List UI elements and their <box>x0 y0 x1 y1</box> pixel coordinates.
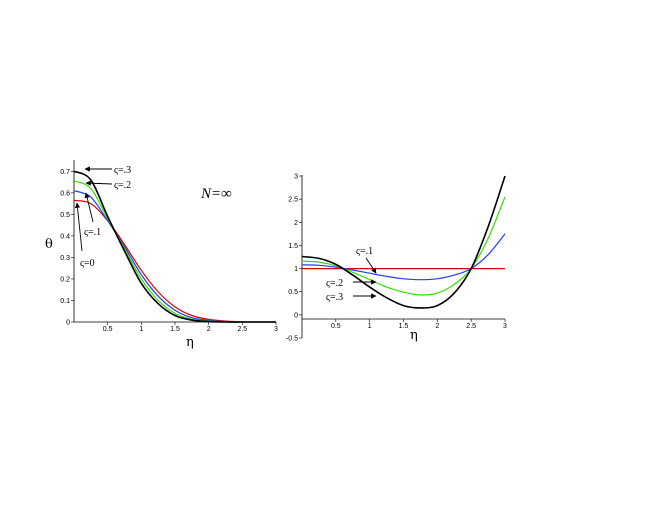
left-series-3 <box>73 170 276 323</box>
right-ytick-label: 3 <box>294 174 298 181</box>
left-ytick-label: 0.3 <box>60 255 70 262</box>
right-ytick-label: 2.5 <box>288 197 298 204</box>
left-ytick-label: 0.5 <box>60 212 70 219</box>
right-series-1 <box>301 233 506 281</box>
left-ytick-label: 0.2 <box>60 276 70 283</box>
right-xlabel: η <box>410 328 418 343</box>
left-xtick-label: 2 <box>207 326 211 333</box>
arrow-s1 <box>84 192 94 223</box>
left-xtick-label: 3 <box>274 326 278 333</box>
arrow-s0 <box>74 202 83 252</box>
right-xtick-label: 3 <box>503 323 507 330</box>
label-r-s3: ς=.3 <box>326 292 343 303</box>
right-xtick-label: 1.5 <box>399 323 409 330</box>
left-ytick-label: 0.4 <box>60 233 70 240</box>
right-ytick-label: 0.5 <box>288 289 298 296</box>
label-s2: ς=.2 <box>114 180 131 191</box>
left-series-0 <box>73 199 276 323</box>
left-xtick-label: 1 <box>139 326 143 333</box>
label-r-s1: ς=.1 <box>356 246 373 257</box>
arrow-s2 <box>85 180 113 186</box>
left-plot-area <box>73 170 276 323</box>
right-ytick-label: 1 <box>294 266 298 273</box>
arrow-r-s1 <box>365 257 377 274</box>
left-ytick-label: 0.7 <box>60 169 70 176</box>
left-xlabel: η <box>186 335 194 350</box>
right-ticks: 0.5 1 1.5 2 2.5 3 -0.5 0 0.5 1 1.5 2 2.5 3 <box>286 174 507 343</box>
chart-right: 0.5 1 1.5 2 2.5 3 -0.5 0 0.5 1 1.5 2 2.5 3 η ς=.1 ς=.… <box>286 174 507 344</box>
left-xtick-label: 1.5 <box>170 326 180 333</box>
label-r-s2: ς=.2 <box>326 278 343 289</box>
right-xtick-label: 0.5 <box>331 323 341 330</box>
left-ylabel: θ <box>45 237 53 252</box>
left-ytick-label: 0.1 <box>60 298 70 305</box>
left-ticks: 0.5 1 1.5 2 2.5 3 0 0.1 0.2 0.3 0.4 0.5 0.6 0.7 <box>60 169 278 333</box>
left-xtick-label: 2.5 <box>237 326 247 333</box>
label-s1: ς=.1 <box>84 227 101 238</box>
right-ytick-label: 2 <box>294 220 298 227</box>
right-xtick-label: 2 <box>435 323 439 330</box>
n-infinity-label: N=∞ <box>200 186 232 202</box>
right-xtick-label: 2.5 <box>466 323 476 330</box>
right-ytick-label: -0.5 <box>286 336 298 343</box>
label-s3: ς=.3 <box>114 165 131 176</box>
right-ytick-label: 1.5 <box>288 243 298 250</box>
right-xtick-label: 1 <box>368 323 372 330</box>
left-xtick-label: 0.5 <box>103 326 113 333</box>
right-series-3 <box>301 175 506 309</box>
chart-left: 0.5 1 1.5 2 2.5 3 0 0.1 0.2 0.3 0.4 0.5 0.6 0.7 η θ N… <box>45 160 278 350</box>
left-ytick-label: 0.6 <box>60 190 70 197</box>
left-series-2 <box>73 180 276 323</box>
left-ytick-label: 0 <box>66 320 70 327</box>
label-s0: ς=0 <box>80 258 95 269</box>
right-ytick-label: 0 <box>294 312 298 319</box>
right-plot-area <box>301 175 506 309</box>
